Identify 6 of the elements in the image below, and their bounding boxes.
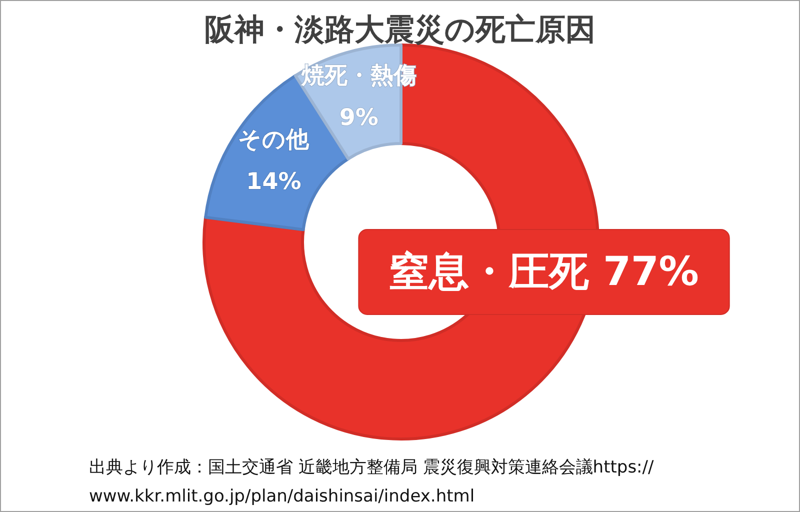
chart-title: 阪神・淡路大震災の死亡原因 bbox=[204, 12, 596, 48]
data-label: 9% bbox=[339, 105, 378, 132]
slice-label: 窒息・圧死 77% bbox=[389, 248, 699, 295]
slice-label: その他 bbox=[238, 127, 310, 154]
data-label: 14% bbox=[246, 169, 302, 196]
text: 出典より作成：国土交通省 近畿地方整備局 震災復興対策連絡会議https://www.kkr.mlit.go.jp/plan/daishinsai/index.html bbox=[89, 458, 654, 506]
